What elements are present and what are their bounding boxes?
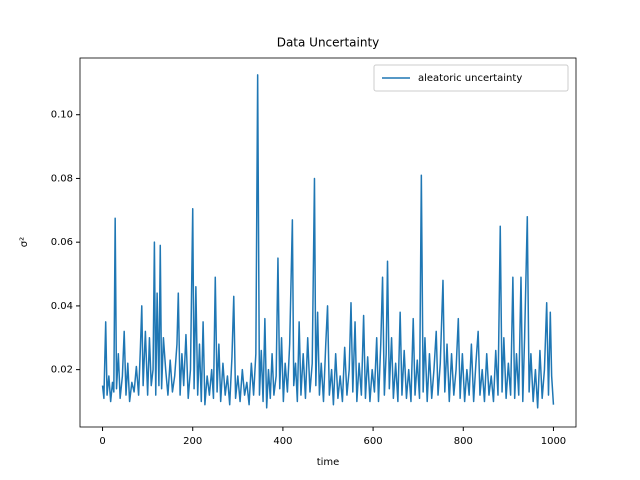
line-series (101, 74, 555, 409)
chart-title: Data Uncertainty (277, 36, 380, 50)
y-tick-label: 0.04 (51, 301, 73, 312)
x-tick-label: 0 (99, 436, 105, 447)
x-tick-label: 600 (364, 436, 383, 447)
y-axis-label: σ² (19, 237, 30, 247)
plot-frame (79, 57, 577, 428)
legend-label: aleatoric uncertainty (418, 73, 522, 84)
x-tick-label: 200 (183, 436, 202, 447)
x-tick-label: 1000 (541, 436, 566, 447)
y-tick-label: 0.06 (51, 237, 73, 248)
x-tick-label: 400 (273, 436, 292, 447)
x-axis-label: time (317, 457, 340, 468)
legend-box (373, 64, 569, 92)
x-tick-label: 800 (454, 436, 473, 447)
y-tick-label: 0.02 (51, 365, 73, 376)
y-tick-label: 0.08 (51, 173, 73, 184)
y-tick-label: 0.10 (51, 110, 73, 121)
